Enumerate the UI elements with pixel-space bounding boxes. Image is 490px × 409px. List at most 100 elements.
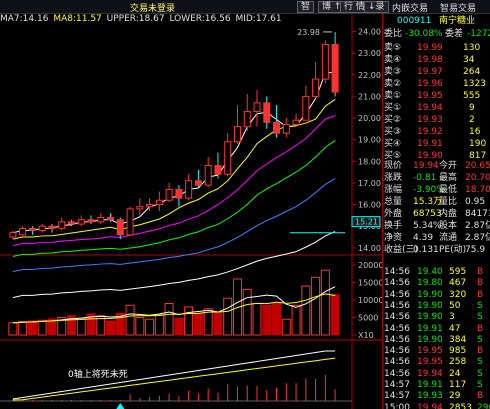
tick-row: 14:56 19.94 24 S: [383, 368, 490, 380]
high-price-label: 23.98: [297, 28, 320, 37]
ask-volume: 264: [463, 67, 481, 77]
tick-time: 14:56: [384, 267, 410, 277]
menu-embedded-trade[interactable]: 内嵌交易: [392, 4, 429, 14]
tick-price: 19.94: [417, 402, 443, 409]
stat-value: 68753: [413, 209, 442, 219]
ask-price: 19.97: [417, 67, 443, 77]
tick-price: 19.90: [417, 289, 443, 300]
tick-time: 14:57: [384, 391, 410, 402]
candle-body: [204, 165, 212, 186]
smart-button[interactable]: 智: [297, 1, 315, 13]
price-tick-label: 20.00: [358, 114, 381, 123]
stat-row: 涨跌 -0.81 最高 20.70: [383, 172, 490, 184]
volume-bar: [213, 311, 223, 336]
candle-body: [224, 141, 232, 175]
ask-row: 卖② 19.96 1323: [383, 78, 490, 90]
volume-bar: [272, 303, 282, 336]
tick-flag: S: [477, 334, 483, 345]
stat-value: -0.81: [413, 173, 437, 183]
candle-body: [175, 188, 183, 199]
stat-value: 2.87亿: [465, 221, 490, 231]
candle-body: [19, 227, 27, 236]
volume-bar: [301, 285, 311, 336]
volume-bar: [76, 317, 86, 336]
ma-indicator-bar: MA7:14.16 MA8:11.57 UPPER:18.67 LOWER:16…: [0, 13, 284, 25]
stat-label: 流通: [439, 233, 458, 243]
volume-bar: [174, 317, 184, 336]
stat-label: 量比: [439, 197, 458, 207]
volume-ma-line: [12, 293, 336, 324]
price-tick-label: 19.00: [358, 136, 381, 145]
tick-volume: 117: [449, 380, 467, 390]
ask-row: 卖④ 19.98 34: [383, 54, 490, 66]
stat-row: 收益(三) 0.131 PE(动) 75.9: [383, 244, 490, 256]
stat-value: -3.90%: [413, 185, 445, 195]
candle-body: [77, 219, 85, 225]
price-tick-label: 16.00: [358, 201, 381, 210]
volume-bar: [37, 319, 47, 336]
tick-volume: 320: [449, 289, 467, 300]
volume-bar: [311, 276, 321, 336]
ask-price: 19.99: [417, 43, 443, 53]
tick-volume: 467: [449, 278, 467, 289]
stat-value: 84171: [465, 209, 490, 219]
candle-body: [194, 180, 202, 186]
stat-label: 净资: [384, 233, 403, 243]
bid-volume: 16: [469, 127, 481, 137]
candle-body: [97, 217, 105, 223]
candle-body: [116, 219, 124, 236]
bid-volume: 9: [469, 103, 475, 113]
ma-line-yellow: [12, 98, 336, 240]
upper-value: UPPER:18.67: [106, 14, 165, 24]
tick-row: 14:57 19.91 117 S: [383, 379, 490, 391]
record-button[interactable]: ↓录: [364, 1, 389, 13]
candle-body: [233, 126, 241, 143]
volume-bar: [164, 303, 174, 336]
tick-flag: S: [477, 312, 483, 323]
candle-body: [146, 204, 154, 208]
candle-body: [302, 95, 310, 121]
tick-flag: S: [477, 368, 483, 379]
tick-row: 14:56 19.40 595 B: [383, 266, 490, 278]
stat-label: 收益(三): [384, 245, 419, 255]
stock-header: 000911 南宁糖业: [383, 15, 490, 27]
volume-bar: [27, 320, 37, 336]
ask-label: 卖⑤: [384, 43, 402, 53]
lower-value: LOWER:16.56: [169, 14, 231, 24]
menu-smart-trade[interactable]: 智易交易: [440, 4, 477, 14]
tick-time: 14:56: [384, 368, 410, 379]
weicha-value: -1272: [467, 29, 490, 39]
candle-body: [312, 78, 320, 97]
stat-row: 现价 19.94 今开 20.65: [383, 160, 490, 172]
tick-flag: B: [477, 323, 484, 334]
candle-body: [38, 225, 46, 232]
tick-flag: S: [477, 380, 483, 390]
volume-tick-label: 10000: [358, 296, 383, 305]
stat-label: 换手: [384, 221, 403, 231]
tick-flag: B: [477, 391, 484, 402]
bid-price: 19.91: [417, 139, 443, 149]
volume-bar: [291, 304, 301, 336]
tick-row: 14:56 19.90 50 S: [383, 300, 490, 312]
tick-price: 19.95: [417, 357, 443, 368]
candle-body: [214, 165, 222, 175]
bid-label: 买②: [384, 115, 402, 125]
stat-row: 涨幅 -3.90% 最低 18.70: [383, 184, 490, 196]
signal-arrow-icon: [116, 403, 125, 409]
tick-row: 14:56 19.90 320 B: [383, 289, 490, 301]
stat-label: 总量: [384, 197, 403, 207]
stat-value: 15.3万: [413, 197, 443, 207]
volume-bar: [57, 317, 67, 336]
volume-ma-line: [12, 286, 336, 324]
candle-body: [126, 208, 134, 236]
tick-volume: 50: [449, 300, 461, 311]
tick-flag: B: [477, 346, 484, 357]
stat-label: PE(动): [439, 245, 467, 255]
stat-label: 涨跌: [384, 173, 403, 183]
quote-panel: 000911 南宁糖业 委比 -30.08% 委差 -1272 卖⑤ 19.99 1…: [382, 13, 490, 409]
tick-price: 19.93: [417, 391, 443, 402]
candle-body: [48, 225, 56, 229]
tick-price: 19.40: [417, 267, 443, 277]
stock-code: 000911: [397, 16, 432, 26]
